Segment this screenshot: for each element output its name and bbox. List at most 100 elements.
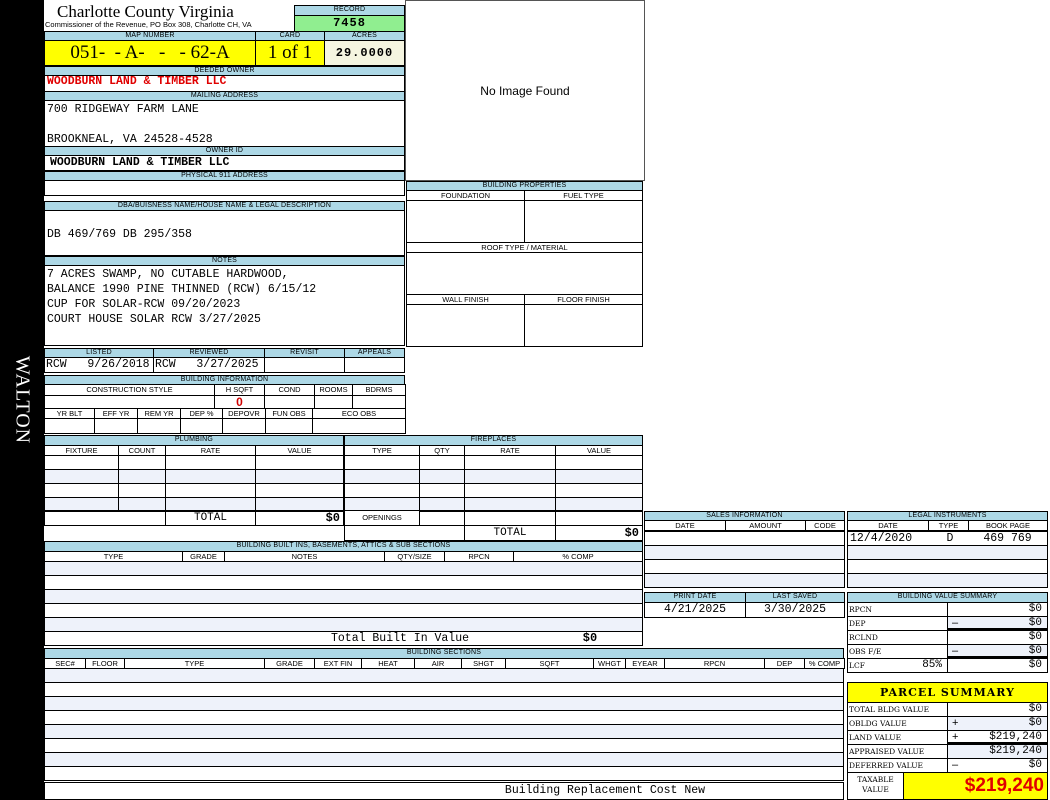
parcel-summary-row-value: $219,240 bbox=[989, 731, 1042, 743]
sales-row bbox=[644, 531, 845, 546]
plumbing-row-cell bbox=[165, 469, 256, 484]
note-line: COURT HOUSE SOLAR RCW 3/27/2025 bbox=[47, 313, 261, 326]
plumbing-row-cell bbox=[118, 455, 166, 470]
fireplace-row-cell bbox=[555, 483, 643, 498]
building-sections-row bbox=[44, 696, 844, 711]
lcf-percent: 85% bbox=[922, 659, 942, 671]
fireplace-row-cell bbox=[344, 469, 420, 484]
built-ins-row bbox=[44, 575, 643, 590]
revisit-value bbox=[264, 357, 345, 373]
parcel-summary-row-label: OBLDG VALUE bbox=[847, 716, 948, 731]
openings-cell bbox=[419, 510, 465, 526]
bvs-row-label: RCLND bbox=[847, 630, 948, 645]
plumbing-row-cell bbox=[118, 483, 166, 498]
bvs-row-sign: – bbox=[947, 616, 1048, 631]
legal-instruments-row bbox=[847, 545, 1048, 560]
plumbing-total-blank bbox=[44, 510, 166, 526]
bvs-row-value: $0 bbox=[1028, 631, 1042, 643]
bvs-row-value: $0 bbox=[1028, 645, 1042, 657]
bvs-row-value: $0 bbox=[1028, 659, 1042, 671]
openings-cell bbox=[464, 510, 556, 526]
building-info-value bbox=[352, 395, 406, 409]
fireplace-row-cell bbox=[419, 483, 465, 498]
sales-column-header: DATE bbox=[644, 520, 726, 531]
replacement-cost-label: Building Replacement Cost New bbox=[504, 784, 706, 797]
owner-id: WOODBURN LAND & TIMBER LLC bbox=[44, 155, 405, 171]
building-sections-row bbox=[44, 724, 844, 739]
fireplace-row-cell bbox=[344, 483, 420, 498]
legal-description: DB 469/769 DB 295/358 bbox=[44, 210, 405, 256]
county-title: Charlotte County Virginia bbox=[57, 2, 234, 21]
fuel-type-value bbox=[524, 200, 643, 243]
district-strip: WALTON bbox=[0, 0, 44, 800]
building-info-value bbox=[314, 395, 353, 409]
legal-instrument-date: 12/4/2020 bbox=[850, 532, 913, 545]
built-ins-total-label: Total Built In Value bbox=[330, 632, 470, 645]
parcel-summary-row-value: $0 bbox=[1028, 759, 1042, 771]
building-info-value bbox=[94, 418, 138, 434]
plumbing-row-cell bbox=[255, 483, 344, 498]
district-name: WALTON bbox=[11, 355, 34, 445]
plumbing-total-label: TOTAL bbox=[165, 510, 256, 526]
card-number: 1 of 1 bbox=[255, 40, 325, 66]
plumbing-row-cell bbox=[118, 469, 166, 484]
plumbing-row-cell bbox=[255, 455, 344, 470]
building-sections-row bbox=[44, 738, 844, 753]
parcel-summary-row-value: $219,240 bbox=[989, 745, 1042, 757]
building-sections-row bbox=[44, 682, 844, 697]
legal-instruments-row bbox=[847, 573, 1048, 588]
fireplace-row-cell bbox=[464, 455, 556, 470]
floor-finish-value bbox=[524, 304, 643, 347]
legal-instruments-column-header: TYPE bbox=[928, 520, 969, 531]
reviewed-value: RCW 3/27/2025 bbox=[153, 357, 265, 373]
no-image-text: No Image Found bbox=[480, 83, 570, 98]
parcel-summary-row-label: APPRAISED VALUE bbox=[847, 744, 948, 759]
sales-column-header: AMOUNT bbox=[725, 520, 806, 531]
legal-instruments-column-header: DATE bbox=[847, 520, 929, 531]
bvs-row-value: $0 bbox=[1028, 603, 1042, 615]
taxable-value: $219,240 bbox=[903, 772, 1048, 800]
fireplace-row-cell bbox=[344, 455, 420, 470]
county-subtitle: Commissioner of the Revenue, PO Box 308,… bbox=[45, 20, 252, 29]
building-info-value bbox=[137, 418, 181, 434]
plumbing-row-cell bbox=[165, 455, 256, 470]
plumbing-row-cell bbox=[165, 483, 256, 498]
parcel-image-placeholder: No Image Found bbox=[405, 0, 645, 181]
legal-instruments-row bbox=[847, 559, 1048, 574]
legal-instrument-type: D bbox=[946, 532, 954, 545]
building-info-value bbox=[222, 418, 266, 434]
physical-address bbox=[44, 180, 405, 196]
deeded-owner-label: DEEDED OWNER bbox=[44, 66, 405, 76]
building-sections-row bbox=[44, 668, 844, 683]
note-line: 7 ACRES SWAMP, NO CUTABLE HARDWOOD, bbox=[47, 268, 289, 281]
plumbing-row-cell bbox=[255, 469, 344, 484]
building-sections-row bbox=[44, 752, 844, 767]
listed-value: RCW 9/26/2018 bbox=[44, 357, 154, 373]
foundation-value bbox=[406, 200, 525, 243]
fireplace-row-cell bbox=[464, 469, 556, 484]
parcel-summary-label: PARCEL SUMMARY bbox=[847, 682, 1048, 703]
parcel-summary-row-label: LAND VALUE bbox=[847, 730, 948, 745]
fireplace-total-label: TOTAL bbox=[464, 525, 556, 541]
sales-row bbox=[644, 545, 845, 560]
bvs-row-label: DEP bbox=[847, 616, 948, 631]
sales-row bbox=[644, 559, 845, 574]
building-info-value bbox=[44, 418, 95, 434]
building-sections-row bbox=[44, 766, 844, 781]
parcel-summary-row-label: DEFERRED VALUE bbox=[847, 758, 948, 773]
plumbing-total-value: $0 bbox=[255, 510, 344, 526]
parcel-summary-row-value: $0 bbox=[1028, 717, 1042, 729]
fireplace-total-value: $0 bbox=[555, 525, 643, 541]
map-number: 051- - A- - - 62-A bbox=[44, 40, 256, 66]
bvs-row-sign: – bbox=[947, 644, 1048, 659]
built-ins-row bbox=[44, 561, 643, 576]
built-ins-row bbox=[44, 617, 643, 632]
building-info-value bbox=[44, 395, 215, 409]
building-info-value bbox=[180, 418, 223, 434]
building-info-value bbox=[265, 418, 313, 434]
heated-sqft-value: 0 bbox=[214, 395, 265, 409]
plumbing-row-cell bbox=[44, 483, 119, 498]
openings-label: OPENINGS bbox=[344, 510, 420, 526]
bvs-row-label: RPCN bbox=[847, 602, 948, 617]
bvs-row-sign bbox=[947, 658, 1048, 673]
